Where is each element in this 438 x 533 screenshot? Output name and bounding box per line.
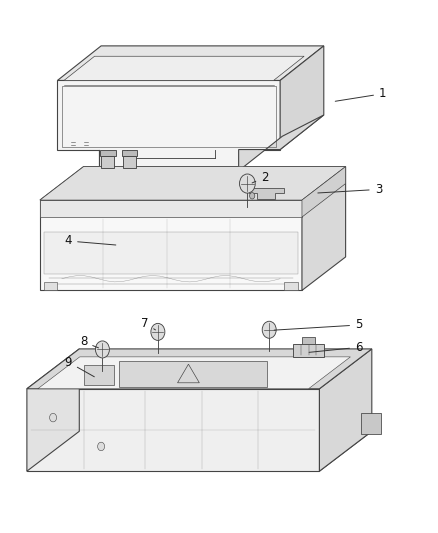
Polygon shape [57,80,280,171]
Polygon shape [27,349,372,389]
Polygon shape [280,46,324,150]
Polygon shape [123,156,136,167]
Circle shape [98,442,105,451]
Circle shape [95,341,110,358]
Polygon shape [302,166,346,217]
Polygon shape [84,365,114,385]
Polygon shape [44,282,57,290]
Polygon shape [361,413,381,434]
Circle shape [240,174,255,193]
Polygon shape [27,431,372,471]
Circle shape [49,414,57,422]
Polygon shape [319,349,372,471]
Text: 3: 3 [318,183,382,196]
Polygon shape [64,56,304,80]
Polygon shape [27,349,79,471]
Text: 7: 7 [141,317,155,330]
Polygon shape [239,115,324,171]
Text: 5: 5 [274,319,362,332]
Text: 4: 4 [65,235,116,247]
Polygon shape [57,46,324,80]
Polygon shape [302,166,346,290]
Polygon shape [100,150,116,156]
Polygon shape [40,200,302,217]
Polygon shape [249,188,284,199]
Polygon shape [119,361,267,387]
Polygon shape [40,166,346,200]
Text: 1: 1 [335,87,386,101]
Circle shape [151,324,165,341]
Polygon shape [27,389,319,471]
Polygon shape [285,282,297,290]
Text: 9: 9 [65,356,94,377]
Text: 8: 8 [80,335,99,349]
Polygon shape [40,200,302,290]
Circle shape [262,321,276,338]
Text: 2: 2 [252,171,268,184]
Polygon shape [293,344,324,357]
Polygon shape [40,166,346,200]
Polygon shape [101,156,114,167]
Text: 6: 6 [309,341,363,354]
Polygon shape [44,232,297,274]
Polygon shape [38,357,350,389]
Circle shape [250,192,255,199]
Polygon shape [122,150,138,156]
Polygon shape [302,337,314,344]
